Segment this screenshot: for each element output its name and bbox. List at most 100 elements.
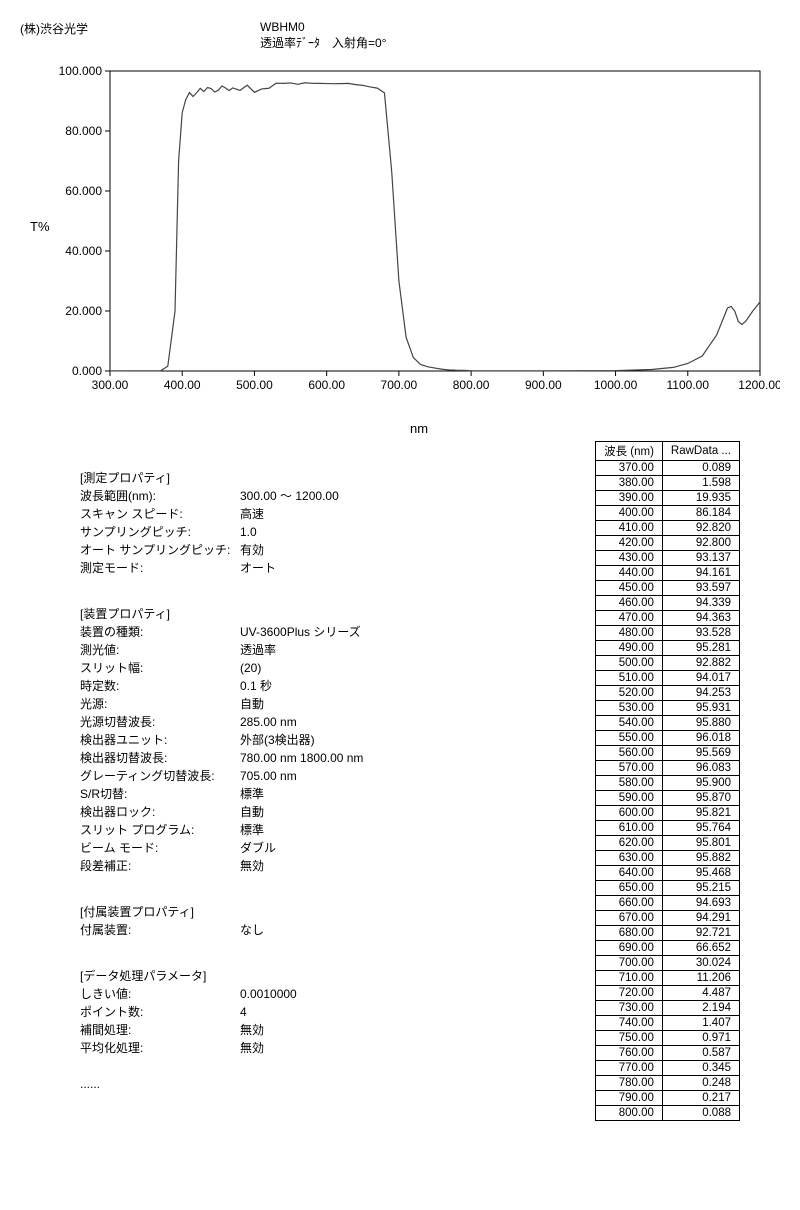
table-row: 530.0095.931 xyxy=(596,701,740,716)
table-cell: 95.215 xyxy=(662,881,739,896)
property-value: 標準 xyxy=(240,821,264,839)
svg-text:20.000: 20.000 xyxy=(65,304,102,318)
property-row: 検出器ロック:自動 xyxy=(80,803,440,821)
svg-text:1100.00: 1100.00 xyxy=(667,378,710,392)
table-cell: 92.882 xyxy=(662,656,739,671)
table-cell: 670.00 xyxy=(596,911,663,926)
svg-text:700.00: 700.00 xyxy=(381,378,418,392)
property-row: オート サンプリングピッチ:有効 xyxy=(80,541,440,559)
table-row: 770.000.345 xyxy=(596,1061,740,1076)
table-row: 390.0019.935 xyxy=(596,491,740,506)
section-title: [装置プロパティ] xyxy=(80,605,440,623)
table-cell: 520.00 xyxy=(596,686,663,701)
table-row: 510.0094.017 xyxy=(596,671,740,686)
table-row: 420.0092.800 xyxy=(596,536,740,551)
table-cell: 730.00 xyxy=(596,1001,663,1016)
table-cell: 95.821 xyxy=(662,806,739,821)
table-row: 790.000.217 xyxy=(596,1091,740,1106)
property-row: 時定数:0.1 秒 xyxy=(80,677,440,695)
property-key: スリット幅: xyxy=(80,659,240,677)
table-row: 780.000.248 xyxy=(596,1076,740,1091)
header: (株)渋谷光学 WBHM0 透過率ﾃﾞｰﾀ 入射角=0° xyxy=(20,20,780,51)
svg-text:900.00: 900.00 xyxy=(525,378,562,392)
table-cell: 0.248 xyxy=(662,1076,739,1091)
property-key: オート サンプリングピッチ: xyxy=(80,541,240,559)
svg-text:400.00: 400.00 xyxy=(164,378,201,392)
table-cell: 95.870 xyxy=(662,791,739,806)
table-cell: 95.900 xyxy=(662,776,739,791)
svg-text:0.000: 0.000 xyxy=(72,364,102,378)
property-row: 検出器ユニット:外部(3検出器) xyxy=(80,731,440,749)
table-cell: 86.184 xyxy=(662,506,739,521)
property-row: 付属装置:なし xyxy=(80,921,440,939)
svg-text:600.00: 600.00 xyxy=(308,378,345,392)
property-value: ダブル xyxy=(240,839,276,857)
property-row: 測光値:透過率 xyxy=(80,641,440,659)
property-row: 光源切替波長:285.00 nm xyxy=(80,713,440,731)
property-key: グレーティング切替波長: xyxy=(80,767,240,785)
table-cell: 95.569 xyxy=(662,746,739,761)
table-cell: 0.217 xyxy=(662,1091,739,1106)
table-cell: 94.017 xyxy=(662,671,739,686)
property-value: オート xyxy=(240,559,276,577)
table-row: 700.0030.024 xyxy=(596,956,740,971)
table-row: 640.0095.468 xyxy=(596,866,740,881)
title-block: WBHM0 透過率ﾃﾞｰﾀ 入射角=0° xyxy=(260,20,386,51)
table-cell: 92.800 xyxy=(662,536,739,551)
table-cell: 430.00 xyxy=(596,551,663,566)
property-key: 光源: xyxy=(80,695,240,713)
table-cell: 660.00 xyxy=(596,896,663,911)
property-row: 補間処理:無効 xyxy=(80,1021,440,1039)
svg-text:800.00: 800.00 xyxy=(453,378,490,392)
table-cell: 590.00 xyxy=(596,791,663,806)
table-row: 580.0095.900 xyxy=(596,776,740,791)
property-value: 高速 xyxy=(240,505,264,523)
table-row: 550.0096.018 xyxy=(596,731,740,746)
property-key: 付属装置: xyxy=(80,921,240,939)
section-title: [データ処理パラメータ] xyxy=(80,967,440,985)
table-cell: 94.339 xyxy=(662,596,739,611)
table-cell: 740.00 xyxy=(596,1016,663,1031)
table-cell: 510.00 xyxy=(596,671,663,686)
property-value: 780.00 nm 1800.00 nm xyxy=(240,749,363,767)
section-title: [付属装置プロパティ] xyxy=(80,903,440,921)
table-row: 730.002.194 xyxy=(596,1001,740,1016)
table-cell: 0.345 xyxy=(662,1061,739,1076)
property-key: 波長範囲(nm): xyxy=(80,487,240,505)
property-value: なし xyxy=(240,921,264,939)
svg-text:1000.00: 1000.00 xyxy=(594,378,638,392)
property-value: 705.00 nm xyxy=(240,767,297,785)
property-row: 測定モード:オート xyxy=(80,559,440,577)
table-cell: 640.00 xyxy=(596,866,663,881)
table-cell: 600.00 xyxy=(596,806,663,821)
table-row: 690.0066.652 xyxy=(596,941,740,956)
property-key: スキャン スピード: xyxy=(80,505,240,523)
property-value: 無効 xyxy=(240,1039,264,1057)
table-header: RawData ... xyxy=(662,442,739,461)
table-cell: 530.00 xyxy=(596,701,663,716)
property-row: スキャン スピード:高速 xyxy=(80,505,440,523)
svg-text:500.00: 500.00 xyxy=(236,378,273,392)
table-cell: 370.00 xyxy=(596,461,663,476)
table-row: 670.0094.291 xyxy=(596,911,740,926)
table-cell: 1.598 xyxy=(662,476,739,491)
table-cell: 0.088 xyxy=(662,1106,739,1121)
table-cell: 0.587 xyxy=(662,1046,739,1061)
table-cell: 11.206 xyxy=(662,971,739,986)
y-axis-label: T% xyxy=(30,219,50,234)
properties-panel: [測定プロパティ]波長範囲(nm):300.00 ～ 1200.00スキャン ス… xyxy=(80,441,440,1093)
table-row: 800.000.088 xyxy=(596,1106,740,1121)
table-row: 380.001.598 xyxy=(596,476,740,491)
table-cell: 19.935 xyxy=(662,491,739,506)
property-key: ビーム モード: xyxy=(80,839,240,857)
table-cell: 560.00 xyxy=(596,746,663,761)
property-value: (20) xyxy=(240,659,261,677)
data-table: 波長 (nm)RawData ...370.000.089380.001.598… xyxy=(595,441,740,1121)
property-key: サンプリングピッチ: xyxy=(80,523,240,541)
table-row: 500.0092.882 xyxy=(596,656,740,671)
table-row: 430.0093.137 xyxy=(596,551,740,566)
property-value: 0.1 秒 xyxy=(240,677,272,695)
table-row: 450.0093.597 xyxy=(596,581,740,596)
property-key: しきい値: xyxy=(80,985,240,1003)
table-row: 480.0093.528 xyxy=(596,626,740,641)
